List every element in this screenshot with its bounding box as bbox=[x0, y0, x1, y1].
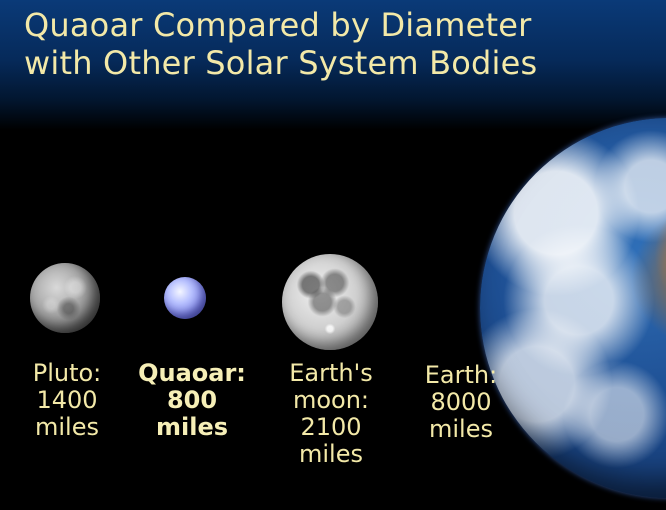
page-title: Quaoar Compared by Diameter with Other S… bbox=[24, 6, 644, 82]
moon-label-line: 2100 bbox=[300, 413, 362, 441]
moon-image bbox=[282, 254, 378, 350]
moon-label-line: Earth's bbox=[289, 359, 373, 387]
moon-label-line: moon: bbox=[292, 386, 370, 414]
title-line-2: with Other Solar System Bodies bbox=[24, 44, 538, 82]
earth-label: Earth: 8000 miles bbox=[408, 362, 514, 443]
pluto-label-line: miles bbox=[35, 413, 99, 441]
title-line-1: Quaoar Compared by Diameter bbox=[24, 6, 532, 44]
moon-label-line: miles bbox=[299, 440, 363, 468]
pluto-label: Pluto: 1400 miles bbox=[22, 360, 112, 441]
earth-label-line: Earth: bbox=[424, 361, 498, 389]
pluto-label-line: Pluto: bbox=[32, 359, 102, 387]
pluto-label-line: 1400 bbox=[36, 386, 98, 414]
quaoar-label-line: Quaoar: bbox=[138, 359, 246, 387]
earth-label-line: miles bbox=[429, 415, 493, 443]
quaoar-label-line: miles bbox=[155, 413, 229, 441]
pluto-image bbox=[30, 263, 100, 333]
quaoar-label: Quaoar: 800 miles bbox=[128, 360, 256, 441]
quaoar-image bbox=[164, 277, 206, 319]
moon-label: Earth's moon: 2100 miles bbox=[276, 360, 386, 468]
earth-label-line: 8000 bbox=[430, 388, 492, 416]
quaoar-label-line: 800 bbox=[166, 386, 218, 414]
